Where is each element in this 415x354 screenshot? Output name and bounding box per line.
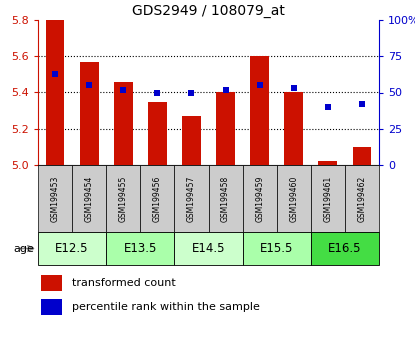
Bar [114, 82, 133, 165]
Bar [243, 232, 311, 265]
Text: E12.5: E12.5 [55, 242, 89, 255]
Bar [80, 62, 98, 165]
Text: GSM199455: GSM199455 [119, 175, 128, 222]
Bar [182, 116, 201, 165]
Bar [42, 299, 62, 315]
Bar [46, 20, 64, 165]
Bar [38, 165, 72, 232]
Text: E16.5: E16.5 [328, 242, 361, 255]
Text: E13.5: E13.5 [124, 242, 157, 255]
Bar [140, 165, 174, 232]
Bar [42, 275, 62, 291]
Text: GSM199457: GSM199457 [187, 175, 196, 222]
Bar [106, 232, 174, 265]
Text: E15.5: E15.5 [260, 242, 293, 255]
Bar [174, 165, 208, 232]
Bar [311, 232, 379, 265]
Bar [106, 165, 140, 232]
Text: GSM199454: GSM199454 [85, 175, 94, 222]
Bar [284, 92, 303, 165]
Bar [250, 56, 269, 165]
Text: GSM199462: GSM199462 [357, 175, 366, 222]
Text: age: age [13, 244, 34, 253]
Bar [216, 92, 235, 165]
Text: GSM199458: GSM199458 [221, 175, 230, 222]
Bar [353, 147, 371, 165]
Bar [243, 165, 277, 232]
Text: E14.5: E14.5 [192, 242, 225, 255]
Text: percentile rank within the sample: percentile rank within the sample [72, 302, 260, 312]
Bar [277, 165, 311, 232]
Text: GSM199453: GSM199453 [51, 175, 59, 222]
Title: GDS2949 / 108079_at: GDS2949 / 108079_at [132, 4, 285, 18]
Bar [311, 165, 345, 232]
Bar [345, 165, 379, 232]
Bar [318, 161, 337, 165]
Text: transformed count: transformed count [72, 278, 176, 288]
Bar [208, 165, 243, 232]
Bar [174, 232, 243, 265]
Bar [72, 165, 106, 232]
Bar [38, 232, 106, 265]
Text: GSM199456: GSM199456 [153, 175, 162, 222]
Text: GSM199459: GSM199459 [255, 175, 264, 222]
Text: GSM199460: GSM199460 [289, 175, 298, 222]
Text: GSM199461: GSM199461 [323, 175, 332, 222]
Bar [148, 102, 167, 165]
